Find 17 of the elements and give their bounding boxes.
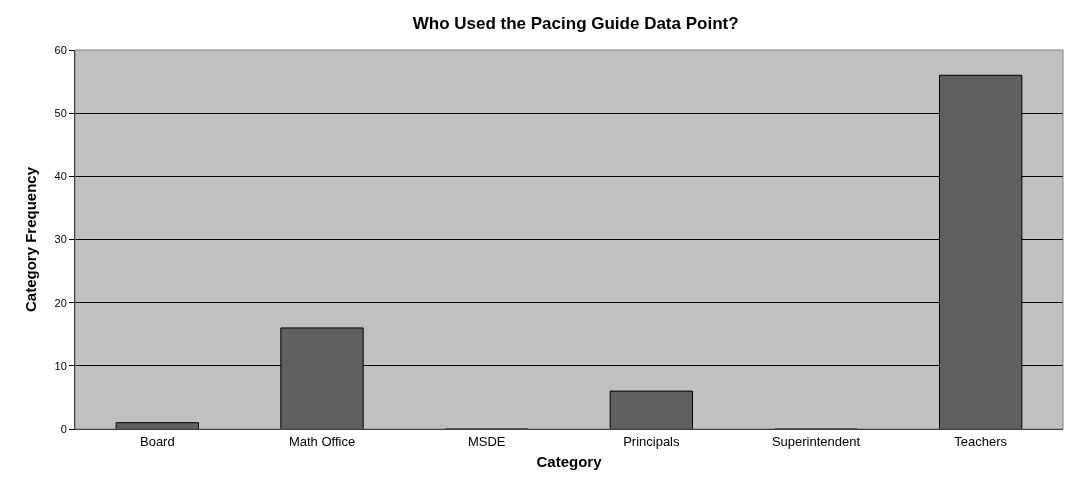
y-tick-label: 20	[54, 296, 67, 309]
x-tick-label: Board	[139, 433, 175, 449]
y-tick-label: 60	[54, 43, 67, 56]
x-tick-label: Principals	[623, 433, 680, 449]
bar	[609, 390, 693, 429]
y-tick-label: 30	[54, 233, 67, 246]
y-tick-label: 0	[60, 422, 67, 435]
x-tick-label: Superintendent	[771, 433, 861, 449]
x-tick-label: Math Office	[288, 433, 356, 449]
y-tick-label: 40	[54, 170, 67, 183]
x-axis-title: Category	[536, 452, 603, 470]
x-tick-label: MSDE	[467, 433, 506, 449]
y-tick-label: 10	[54, 359, 67, 372]
y-tick-label: 50	[54, 107, 67, 120]
y-axis-title: Category Frequency	[21, 166, 39, 313]
chart-title: Who Used the Pacing Guide Data Point?	[412, 14, 739, 34]
x-tick-label: Teachers	[954, 433, 1008, 449]
